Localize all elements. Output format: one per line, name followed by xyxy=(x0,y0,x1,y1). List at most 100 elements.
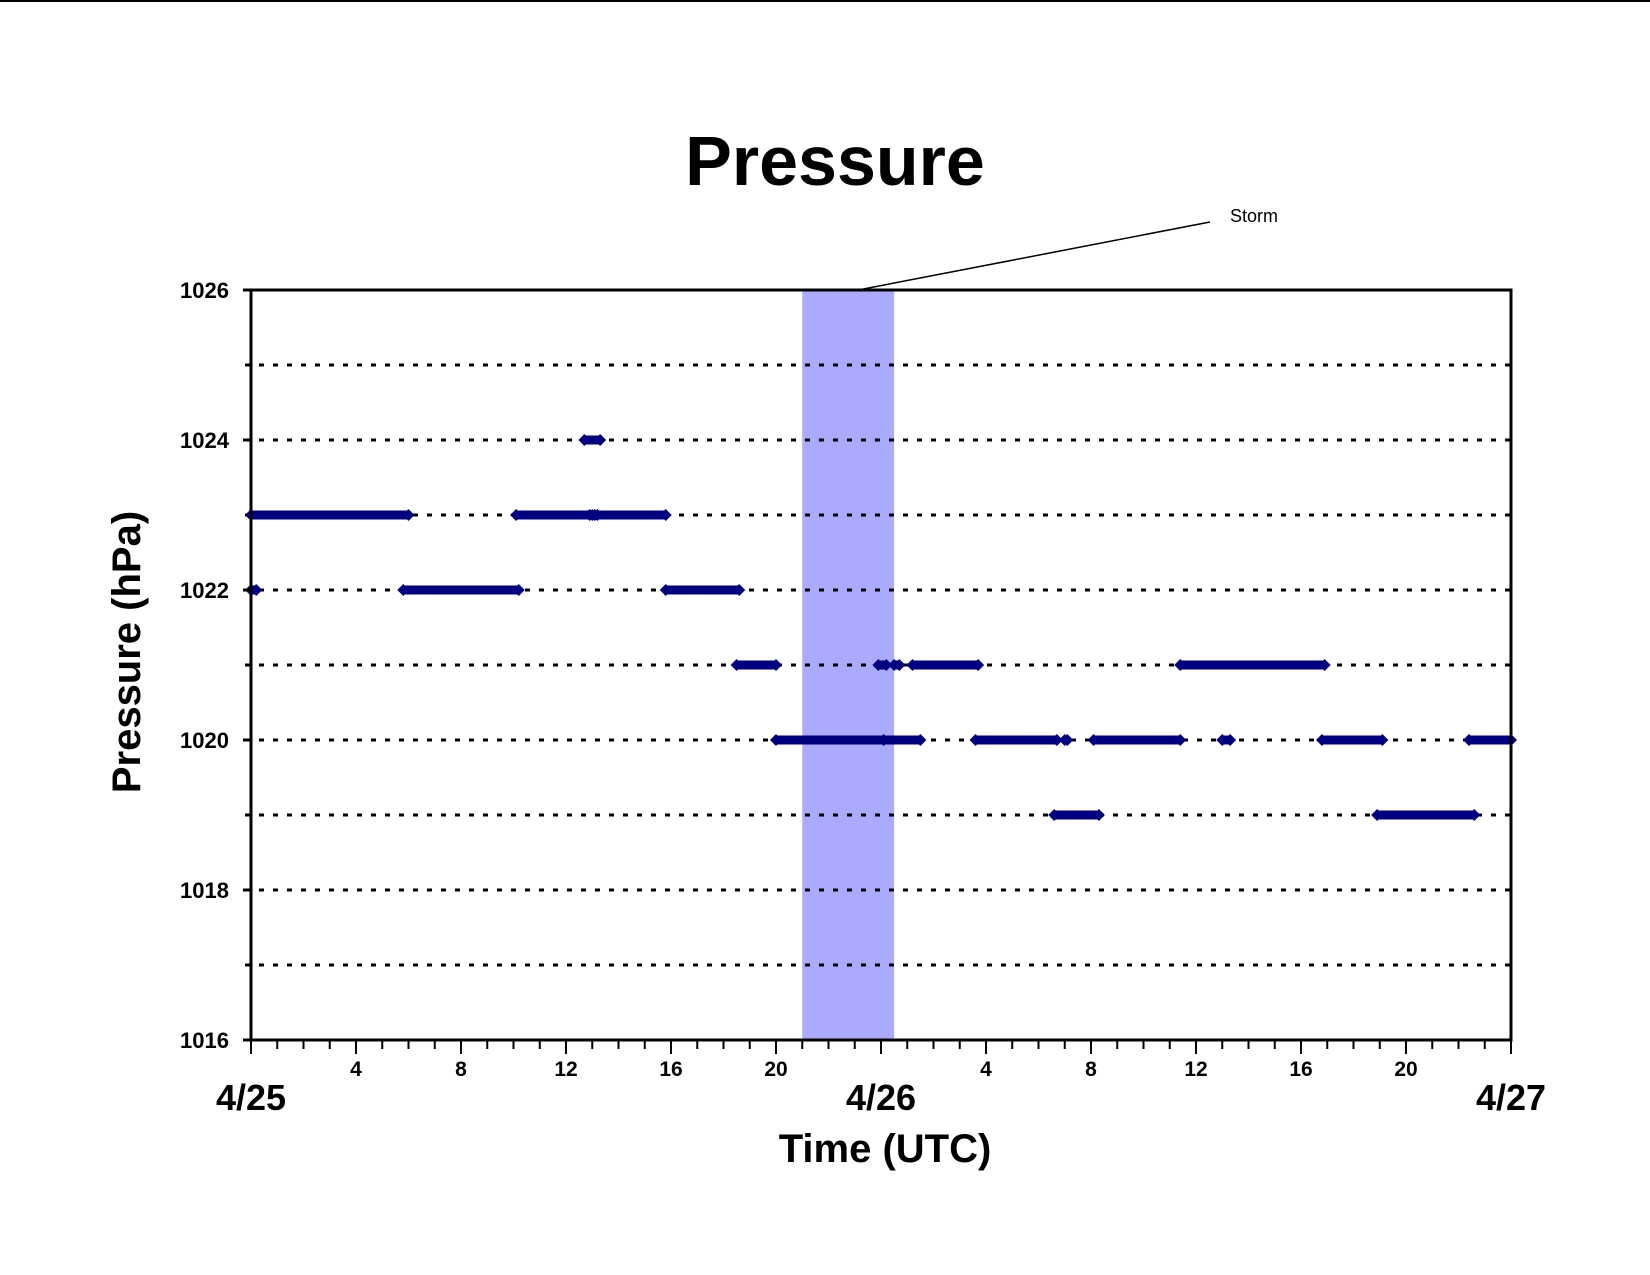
data-point-marker xyxy=(250,584,263,596)
y-tick-label: 1024 xyxy=(180,428,230,453)
y-tick-label: 1022 xyxy=(180,578,229,603)
data-point-marker xyxy=(914,734,927,746)
data-segment xyxy=(1371,809,1481,821)
x-tick-label: 16 xyxy=(659,1058,682,1081)
x-date-label: 4/27 xyxy=(1476,1077,1546,1118)
y-tick-label: 1020 xyxy=(180,728,229,753)
data-point-marker xyxy=(402,509,415,521)
data-segment xyxy=(1216,734,1237,746)
chart-title: Pressure xyxy=(685,122,985,200)
data-point-marker xyxy=(1174,734,1187,746)
x-tick-label: 4 xyxy=(980,1058,992,1081)
data-points-run xyxy=(883,735,921,745)
data-points-run xyxy=(516,510,590,520)
data-segment xyxy=(1087,734,1187,746)
data-points-run xyxy=(912,660,979,670)
y-tick-label: 1018 xyxy=(180,878,229,903)
data-segment xyxy=(770,734,890,746)
data-point-marker xyxy=(1061,734,1074,746)
data-point-marker xyxy=(733,584,746,596)
data-points-run xyxy=(1180,660,1325,670)
data-segment xyxy=(1463,734,1517,746)
data-point-marker xyxy=(893,659,906,671)
x-axis-label: Time (UTC) xyxy=(779,1127,992,1171)
data-segment xyxy=(245,509,415,521)
x-tick-label: 12 xyxy=(1184,1058,1207,1081)
x-tick-label: 8 xyxy=(1085,1058,1097,1081)
top-rule xyxy=(0,0,1650,2)
data-segment xyxy=(659,584,746,596)
data-point-marker xyxy=(578,434,591,446)
data-points-run xyxy=(403,585,519,595)
x-date-label: 4/25 xyxy=(216,1077,286,1118)
y-tick-label: 1016 xyxy=(180,1028,229,1053)
data-segment xyxy=(578,434,607,446)
x-tick-label: 12 xyxy=(554,1058,577,1081)
data-point-marker xyxy=(594,434,607,446)
data-segment xyxy=(591,509,672,521)
y-axis-label: Pressure (hPa) xyxy=(105,511,149,793)
data-point-marker xyxy=(397,584,410,596)
data-points-run xyxy=(1054,810,1099,820)
data-segment xyxy=(888,659,906,671)
data-points-run xyxy=(776,735,884,745)
data-point-marker xyxy=(510,509,523,521)
data-segment xyxy=(877,734,927,746)
storm-annotation: Storm xyxy=(1230,206,1278,226)
data-segment xyxy=(969,734,1063,746)
data-point-marker xyxy=(906,659,919,671)
data-point-marker xyxy=(1174,659,1187,671)
data-point-marker xyxy=(877,734,890,746)
y-tick-label: 1026 xyxy=(180,278,229,303)
data-point-marker xyxy=(770,659,782,671)
data-point-marker xyxy=(659,584,672,596)
data-points-run xyxy=(1093,735,1181,745)
x-tick-label: 20 xyxy=(764,1058,787,1081)
data-point-marker xyxy=(1087,734,1100,746)
data-segment xyxy=(872,659,893,671)
data-point-marker xyxy=(880,659,893,671)
data-point-marker xyxy=(972,659,985,671)
data-segment xyxy=(906,659,985,671)
data-point-marker xyxy=(730,659,743,671)
data-point-marker xyxy=(591,509,604,521)
data-points-run xyxy=(251,510,409,520)
data-point-marker xyxy=(969,734,982,746)
data-point-marker xyxy=(1092,809,1105,821)
data-point-marker xyxy=(872,659,885,671)
data-point-marker xyxy=(770,734,782,746)
data-points-run xyxy=(975,735,1057,745)
data-point-marker xyxy=(1371,809,1384,821)
data-segment xyxy=(730,659,782,671)
x-date-label: 4/26 xyxy=(846,1077,916,1118)
data-point-marker xyxy=(1316,734,1328,746)
data-point-marker xyxy=(1224,734,1237,746)
data-point-marker xyxy=(1318,659,1331,671)
storm-callout-line xyxy=(858,221,1211,291)
data-points-run xyxy=(597,510,666,520)
data-point-marker xyxy=(1463,734,1475,746)
data-points-run xyxy=(1377,810,1475,820)
data-segment xyxy=(510,509,596,521)
data-points-run xyxy=(665,585,740,595)
data-points-run xyxy=(1322,735,1383,745)
data-segment xyxy=(1058,734,1074,746)
data-points-run xyxy=(1469,735,1511,745)
x-tick-label: 16 xyxy=(1289,1058,1312,1081)
x-tick-label: 8 xyxy=(455,1058,467,1081)
data-segment xyxy=(1048,809,1105,821)
data-segment xyxy=(1316,734,1389,746)
data-points-run xyxy=(584,435,601,445)
data-point-marker xyxy=(1468,809,1481,821)
data-points-run xyxy=(736,660,776,670)
data-segment xyxy=(1174,659,1331,671)
data-point-marker xyxy=(1216,734,1229,746)
data-point-marker xyxy=(1050,734,1063,746)
data-point-marker xyxy=(1048,809,1061,821)
data-point-marker xyxy=(659,509,672,521)
data-segment xyxy=(397,584,525,596)
x-tick-label: 20 xyxy=(1394,1058,1417,1081)
data-point-marker xyxy=(512,584,525,596)
data-point-marker xyxy=(1376,734,1389,746)
